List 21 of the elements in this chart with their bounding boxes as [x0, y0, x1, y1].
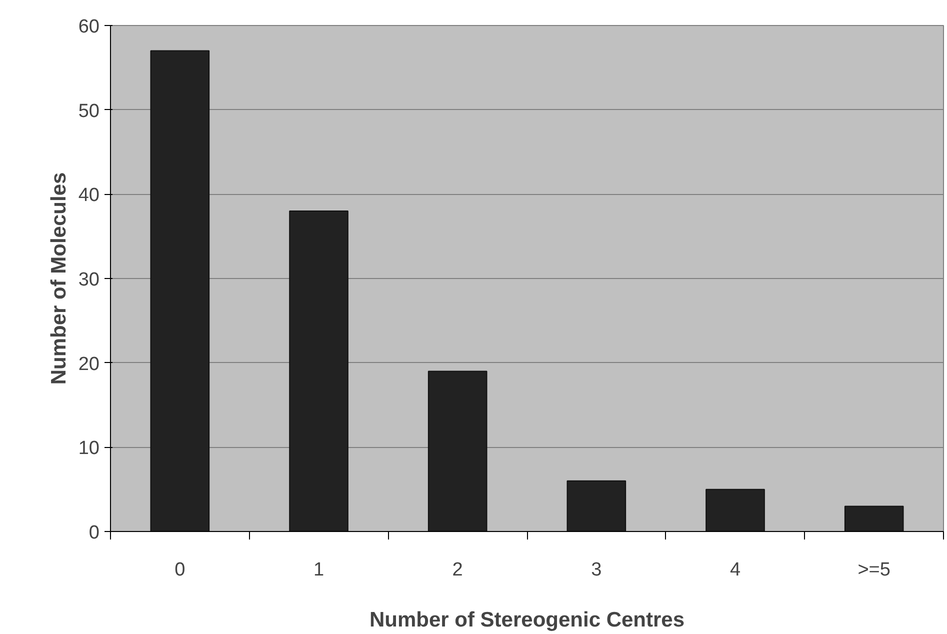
bar: [706, 488, 765, 532]
bar: [289, 210, 348, 532]
bar: [150, 50, 210, 532]
x-tick-label: 1: [313, 560, 324, 580]
x-tick-label: 3: [591, 560, 602, 580]
bar: [844, 506, 904, 532]
y-axis-title: Number of Molecules: [47, 172, 70, 385]
y-tick-label: 20: [78, 354, 100, 375]
y-tick-label: 30: [78, 270, 100, 290]
y-tick-label: 60: [78, 16, 100, 38]
x-tick-label: 0: [174, 560, 186, 580]
y-tick-label: 50: [78, 100, 100, 122]
x-tick-label: >=5: [858, 560, 890, 580]
x-axis-title: Number of Stereogenic Centres: [369, 608, 685, 632]
y-tick-label: 0: [88, 522, 100, 544]
y-tick-label: 10: [78, 438, 100, 460]
x-tick-label: 2: [452, 560, 463, 580]
x-tick-label: 4: [730, 560, 741, 580]
bar: [428, 370, 488, 532]
y-tick-label: 40: [78, 185, 100, 206]
bar: [566, 480, 626, 532]
